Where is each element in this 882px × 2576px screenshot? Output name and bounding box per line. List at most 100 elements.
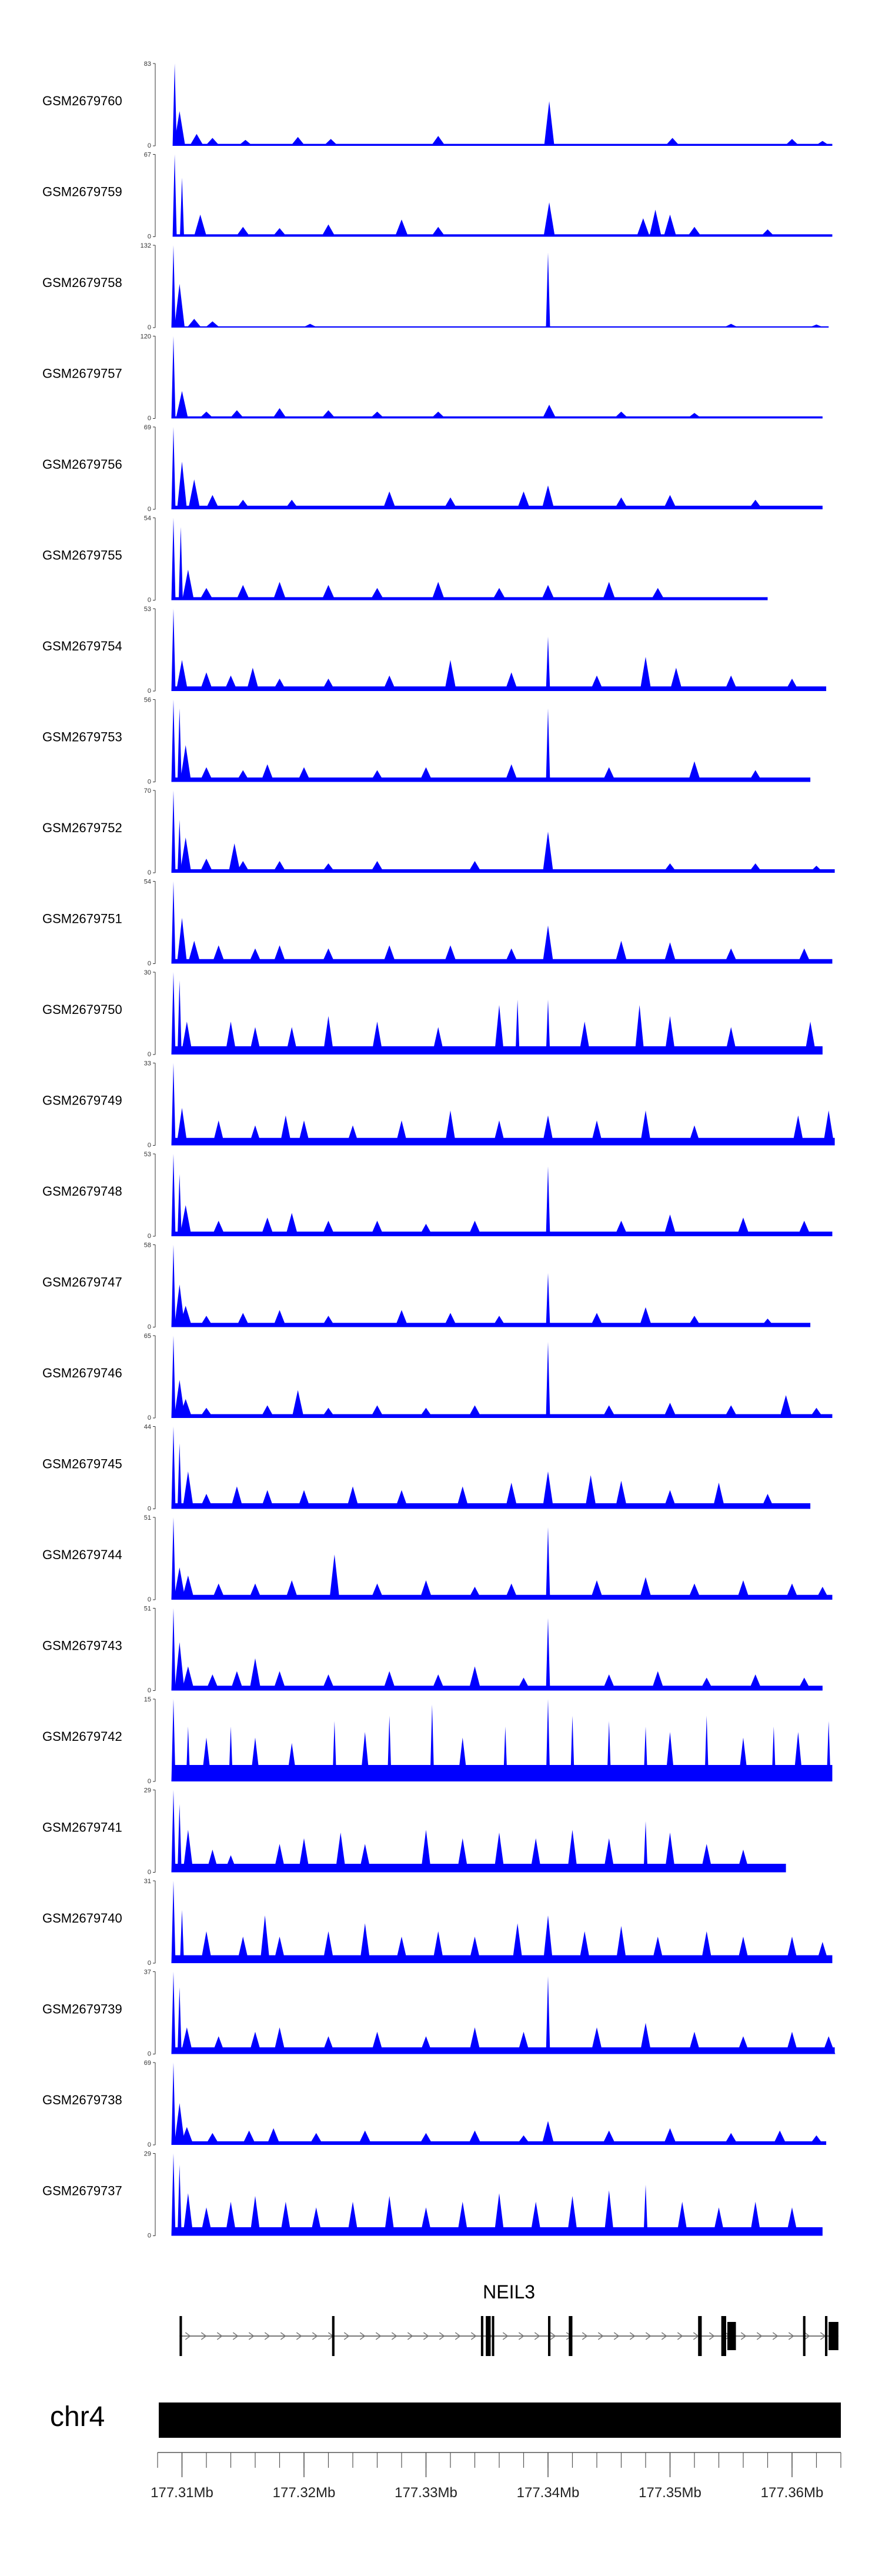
signal-peak: [309, 2133, 323, 2145]
track-ymax-label: 67: [144, 152, 151, 159]
gene-exon: [825, 2316, 828, 2356]
signal-peak: [290, 136, 305, 146]
axis-tick-label: 177.31Mb: [151, 2485, 213, 2501]
strand-arrow: [534, 2332, 540, 2340]
signal-peak: [643, 2184, 648, 2236]
signal-peak: [236, 1936, 249, 1963]
signal-peak: [590, 1580, 604, 1600]
signal-peak: [643, 1726, 648, 1781]
signal-peak: [567, 1830, 578, 1873]
signal-peak: [749, 1674, 763, 1691]
track-label: GSM2679744: [42, 1547, 122, 1562]
strand-arrow: [788, 2332, 794, 2340]
signal-peak: [186, 1726, 191, 1781]
track-ymin-label: 0: [148, 2051, 151, 2058]
signal-peak: [199, 767, 213, 782]
signal-peak: [174, 2103, 185, 2145]
signal-peak: [665, 138, 680, 146]
signal-peak: [700, 1931, 713, 1963]
signal-peak: [736, 2036, 750, 2054]
track-baseline-fill: [173, 1955, 833, 1963]
signal-peak: [371, 1022, 383, 1055]
track-ymin-label: 0: [148, 1142, 151, 1149]
strand-arrow: [613, 2332, 620, 2340]
axis-tick-label: 177.34Mb: [517, 2485, 580, 2501]
signal-peak: [420, 2207, 432, 2236]
signal-peak: [279, 1115, 292, 1146]
signal-peak: [236, 861, 250, 873]
gene-exon: [492, 2316, 495, 2356]
signal-peak: [370, 1220, 384, 1236]
signal-peak: [383, 1671, 396, 1691]
gene-exon: [727, 2322, 736, 2350]
track-GSM2679737: GSM2679737 29 0: [42, 2151, 823, 2240]
signal-peak: [225, 2201, 237, 2236]
signal-peak: [457, 1838, 469, 1873]
signal-peak: [546, 1273, 550, 1327]
chromosome-ideogram: [159, 2403, 841, 2438]
strand-arrow: [216, 2332, 223, 2340]
track-label: GSM2679747: [42, 1274, 122, 1289]
gene-exon: [569, 2316, 573, 2356]
signal-peak: [602, 582, 616, 600]
signal-peak: [322, 1220, 335, 1236]
track-ymin-label: 0: [148, 779, 151, 786]
signal-peak: [736, 1580, 750, 1600]
signal-peak: [177, 820, 182, 873]
signal-peak: [260, 1405, 275, 1418]
signal-peak: [171, 972, 176, 1055]
track-label: GSM2679759: [42, 184, 122, 199]
signal-peak: [174, 1284, 185, 1327]
strand-arrow: [312, 2332, 318, 2340]
signal-peak: [603, 1838, 615, 1873]
signal-peak: [180, 1910, 184, 1963]
strand-arrow: [550, 2332, 556, 2340]
signal-peak: [419, 1223, 433, 1236]
signal-peak: [505, 672, 518, 691]
signal-peak: [430, 411, 446, 419]
signal-peak: [359, 1923, 370, 1963]
track-ymin-label: 0: [148, 597, 151, 604]
signal-peak: [579, 1022, 591, 1055]
track-ymax-label: 69: [144, 2060, 151, 2067]
track-ymax-label: 44: [144, 1424, 151, 1431]
track-GSM2679741: GSM2679741 29 0: [42, 1787, 786, 1876]
signal-peak: [517, 491, 530, 509]
track-label: GSM2679737: [42, 2183, 122, 2198]
signal-peak: [323, 139, 338, 146]
signal-peak: [246, 668, 259, 691]
signal-peak: [430, 1704, 435, 1781]
signal-peak: [182, 1471, 194, 1509]
signal-peak: [419, 767, 433, 782]
signal-peak: [467, 1405, 482, 1418]
signal-peak: [171, 2063, 176, 2145]
signal-peak: [779, 1395, 793, 1418]
signal-peak: [178, 527, 183, 600]
track-GSM2679740: GSM2679740 31 0: [42, 1878, 833, 1967]
signal-peak: [640, 1110, 652, 1146]
signal-peak: [280, 2201, 292, 2236]
signal-peak: [431, 136, 446, 146]
strand-arrow: [597, 2332, 604, 2340]
signal-peak: [663, 1214, 677, 1236]
signal-peak: [546, 708, 550, 782]
signal-peak: [750, 2201, 761, 2236]
track-GSM2679758: GSM2679758 132 0: [42, 242, 829, 331]
signal-peak: [272, 678, 287, 691]
signal-peak: [614, 411, 629, 419]
signal-peak: [171, 1426, 176, 1509]
strand-arrow: [280, 2332, 286, 2340]
signal-peak: [183, 2193, 193, 2236]
track-GSM2679739: GSM2679739 37 0: [42, 1969, 836, 2058]
signal-peak: [688, 761, 701, 782]
signal-peak: [515, 999, 520, 1055]
signal-peak: [249, 1658, 261, 1691]
track-GSM2679747: GSM2679747 58 0: [42, 1242, 811, 1331]
gene-exon: [548, 2316, 551, 2356]
signal-peak: [546, 1617, 550, 1691]
track-GSM2679754: GSM2679754 53 0: [42, 606, 827, 695]
signal-peak: [687, 1583, 701, 1600]
signal-peak: [206, 1849, 219, 1873]
gene-track: NEIL3: [179, 2281, 838, 2356]
